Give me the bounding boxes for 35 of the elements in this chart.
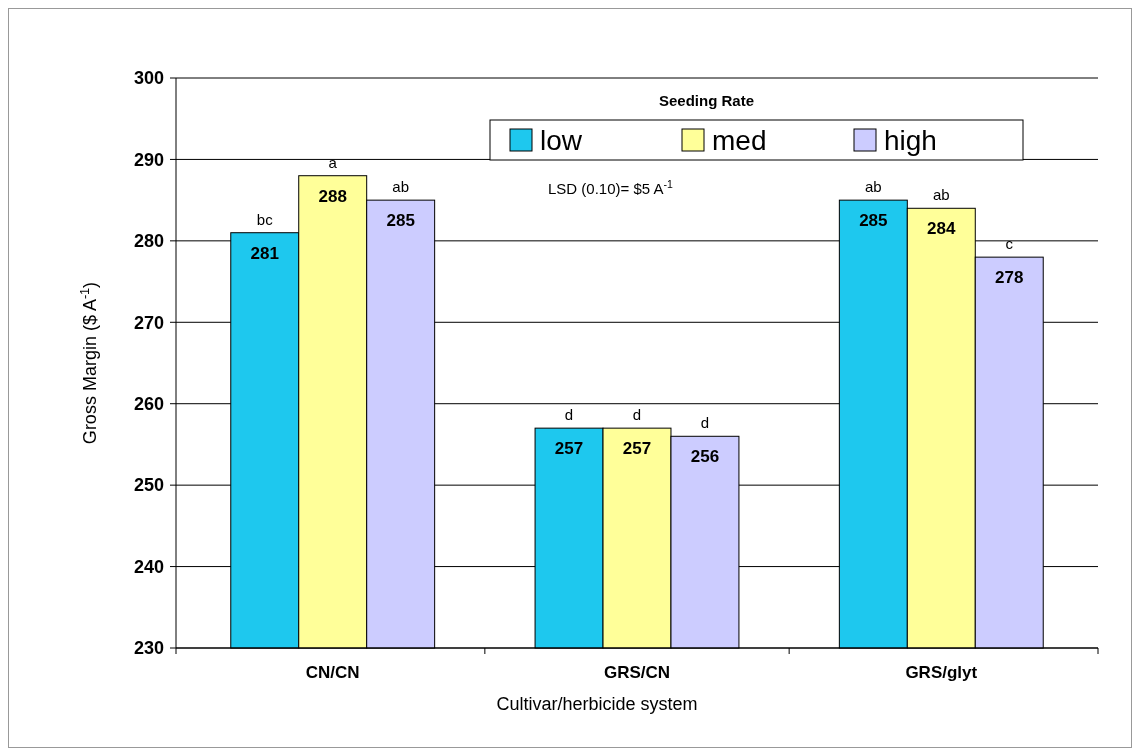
x-tick-label: CN/CN xyxy=(305,663,360,682)
data-label: 285 xyxy=(859,211,888,231)
data-label: 285 xyxy=(386,211,415,231)
data-label: 284 xyxy=(927,219,957,239)
y-tick-label: 290 xyxy=(133,149,164,170)
data-label: 256 xyxy=(690,447,720,467)
legend-label: med xyxy=(712,124,767,156)
annotation: ab xyxy=(932,186,950,204)
y-tick-label: 270 xyxy=(133,312,164,333)
legend-label: low xyxy=(540,124,583,156)
annotation: c xyxy=(1005,235,1014,253)
y-tick-label: 300 xyxy=(133,68,164,89)
annotation: d xyxy=(700,414,710,432)
x-axis-title: Cultivar/herbicide system xyxy=(496,694,698,714)
data-label: 257 xyxy=(554,439,584,459)
annotation: a xyxy=(328,153,338,171)
annotation: LSD (0.10)= $5 A$^{-1}$ xyxy=(548,178,673,197)
annotation: bc xyxy=(256,210,274,228)
x-tick-label: GRS/CN xyxy=(603,663,671,682)
data-label: 288 xyxy=(318,186,347,206)
annotation: d xyxy=(564,406,574,424)
y-tick-label: 280 xyxy=(133,231,164,252)
y-tick-label: 230 xyxy=(133,638,164,659)
data-label: 257 xyxy=(622,439,652,459)
y-tick-label: 240 xyxy=(133,556,164,577)
x-tick-label: GRS/glyt xyxy=(905,663,978,682)
y-tick-label: 250 xyxy=(133,475,164,496)
annotation: d xyxy=(632,406,642,424)
annotation: ab xyxy=(864,178,882,196)
data-label: 278 xyxy=(995,268,1024,288)
annotation: ab xyxy=(392,178,410,196)
y-tick-label: 260 xyxy=(133,394,164,415)
data-label: 281 xyxy=(250,243,279,263)
legend-label: high xyxy=(884,124,937,156)
legend-title: Seeding Rate xyxy=(658,92,755,109)
